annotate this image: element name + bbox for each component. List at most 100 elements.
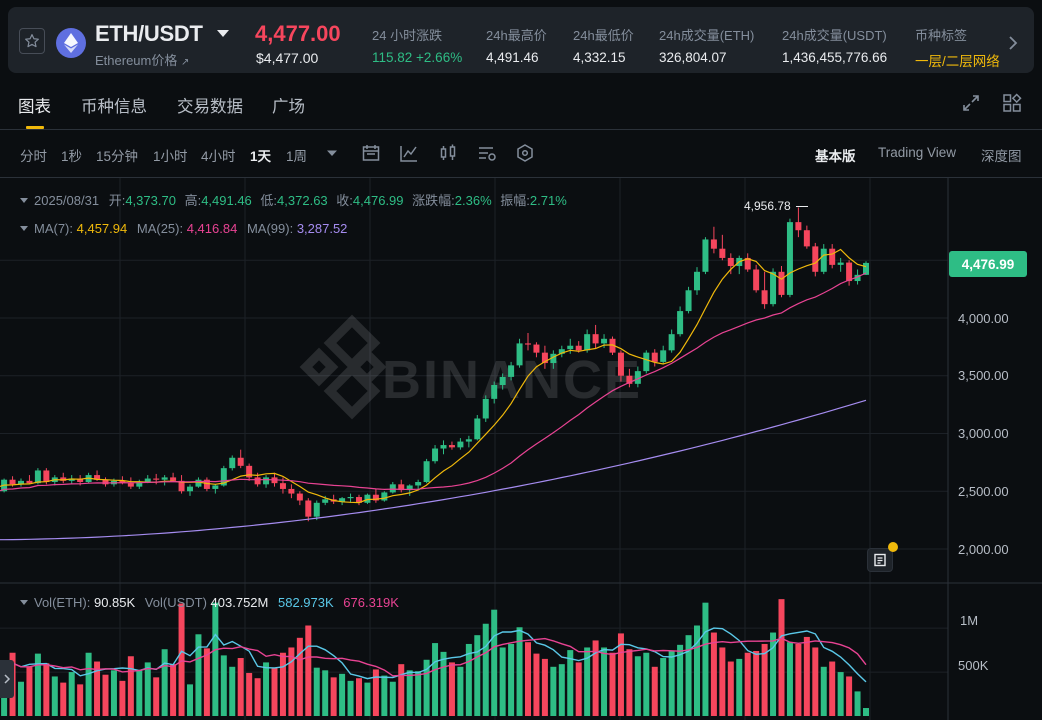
coin-name-link[interactable]: Ethereum价格 ↗ [95, 50, 189, 69]
candle-body [339, 498, 346, 502]
volume-legend-caret-icon[interactable] [20, 600, 28, 605]
volume-bar [592, 640, 599, 716]
volume-bar [246, 672, 253, 716]
candle-body [423, 461, 430, 483]
candle-body [372, 494, 379, 501]
candle-body [482, 398, 489, 419]
fullscreen-icon[interactable] [961, 93, 981, 113]
favorite-button[interactable] [19, 28, 45, 54]
candle-body [26, 480, 33, 484]
stat-tag-value[interactable]: 一层/二层网络 [915, 54, 1000, 69]
candlestick-icon[interactable] [438, 143, 458, 163]
stat-24h-change-value: 115.82 +2.66% [372, 50, 463, 65]
volume-axis-label: 500K [958, 658, 989, 673]
volume-bar [634, 656, 641, 716]
candle-body [634, 371, 641, 384]
more-timeframes-caret-icon[interactable] [325, 146, 339, 160]
timeframe-15m[interactable]: 15分钟 [96, 149, 139, 164]
legend-ma99: 3,287.52 [296, 221, 348, 236]
volume-bar [271, 667, 278, 716]
legend-ma99-label: MA(99): [246, 221, 294, 236]
volume-bar [110, 670, 117, 716]
drawing-tools-icon[interactable] [515, 143, 535, 163]
candle-body [9, 479, 16, 485]
tab-chart[interactable]: 图表 [18, 98, 51, 116]
candle-body [837, 262, 844, 265]
volume-bar [187, 684, 193, 716]
stat-24h-low-value: 4,332.15 [573, 50, 626, 65]
timeframe-1w[interactable]: 1周 [286, 149, 308, 164]
volume-bar [68, 672, 75, 716]
timeframe-4h[interactable]: 4小时 [201, 149, 236, 164]
chart-svg[interactable]: BINANCE [0, 178, 1042, 720]
volume-bar [744, 652, 751, 716]
watermark: BINANCE [299, 314, 640, 420]
candle-body [43, 470, 50, 483]
timeframe-time[interactable]: 分时 [20, 149, 47, 164]
layout-grid-icon[interactable] [1002, 93, 1022, 113]
ticker-bar: ETH/USDT Ethereum价格 ↗ 4,477.00 $4,477.00… [0, 0, 1042, 78]
legend-open-label: 开: [108, 193, 126, 208]
candle-body [803, 230, 810, 247]
legend-vol-ma2: 676.319K [343, 595, 399, 610]
volume-bar [541, 658, 548, 716]
volume-bar [254, 678, 261, 716]
volume-bar [778, 599, 785, 716]
candle-body [246, 465, 253, 478]
volume-bar [457, 666, 464, 716]
view-basic[interactable]: 基本版 [815, 149, 856, 164]
volume-bar [465, 643, 472, 716]
calendar-icon[interactable] [361, 143, 381, 163]
volume-bar [423, 659, 430, 716]
tabs-divider [0, 129, 1042, 130]
candle-body [322, 499, 329, 503]
candle-body [770, 271, 777, 305]
ma-legend-caret-icon[interactable] [20, 226, 28, 231]
timeframe-1s[interactable]: 1秒 [61, 149, 83, 164]
legend-change-label: 涨跌幅: [412, 193, 455, 208]
volume-bar [43, 663, 50, 716]
indicators-settings-icon[interactable] [477, 143, 497, 163]
volume-bar [415, 671, 422, 716]
pair-title[interactable]: ETH/USDT [95, 21, 203, 46]
volume-bar [567, 650, 574, 716]
expand-panel-button[interactable] [0, 660, 14, 698]
timeframe-1d[interactable]: 1天 [250, 149, 272, 164]
volume-bar [837, 672, 844, 716]
volume-bar [170, 664, 177, 716]
candle-body [829, 248, 836, 265]
current-price-tag: 4,476.99 [949, 251, 1027, 277]
view-depth[interactable]: 深度图 [981, 149, 1022, 164]
volume-bar [795, 643, 802, 716]
candle-body [702, 239, 709, 272]
volume-bar [660, 658, 667, 716]
price-axis-label: 2,500.00 [958, 484, 1009, 499]
line-chart-icon[interactable] [399, 143, 419, 163]
view-trading-view[interactable]: Trading View [878, 145, 957, 160]
candle-body [753, 269, 760, 291]
stat-24h-high-label: 24h最高价 [486, 28, 547, 43]
candle-body [279, 483, 286, 489]
volume-bar [364, 682, 371, 716]
tab-trading-data[interactable]: 交易数据 [177, 98, 243, 116]
tab-coin-info[interactable]: 币种信息 [81, 98, 147, 116]
candle-body [710, 239, 717, 249]
candle-body [18, 480, 24, 485]
candle-body [846, 262, 853, 282]
pair-dropdown-caret-icon[interactable] [217, 30, 229, 37]
volume-bar [575, 662, 582, 716]
legend-change: 2.36% [454, 193, 492, 208]
legend-collapse-caret-icon[interactable] [20, 198, 28, 203]
candle-body [347, 497, 354, 499]
price-chart[interactable]: BINANCE 2025/08/31 开:4,373.70 高:4,491.46… [0, 178, 1042, 720]
candle-body [406, 485, 413, 491]
candle-body [34, 470, 41, 484]
volume-bar [51, 676, 58, 716]
volume-bar [347, 680, 354, 716]
candle-body [60, 477, 67, 481]
timeframe-1h[interactable]: 1小时 [153, 149, 188, 164]
candle-body [195, 479, 202, 487]
tab-square[interactable]: 广场 [272, 98, 305, 116]
chevron-right-icon[interactable] [1007, 34, 1019, 52]
order-book-float-button[interactable] [867, 548, 893, 572]
